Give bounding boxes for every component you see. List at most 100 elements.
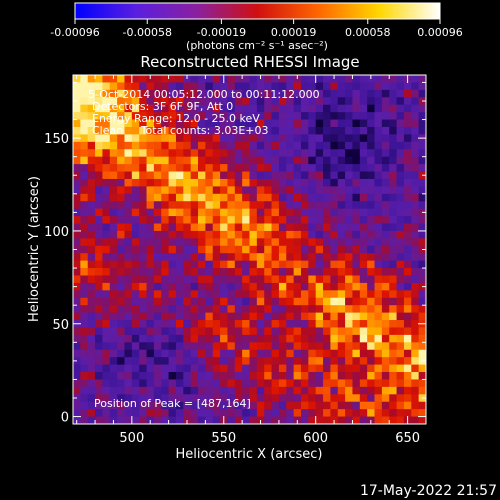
heatmap-pixel [124, 112, 133, 120]
heatmap-pixel [117, 305, 125, 314]
heatmap-pixel [168, 171, 177, 180]
heatmap-pixel [117, 97, 125, 106]
heatmap-pixel [131, 282, 140, 291]
heatmap-pixel [271, 134, 280, 143]
heatmap-pixel [139, 372, 147, 380]
heatmap-pixel [242, 186, 250, 195]
heatmap-pixel [168, 119, 177, 128]
heatmap-pixel [271, 297, 280, 306]
heatmap-pixel [359, 178, 368, 187]
heatmap-pixel [87, 112, 96, 120]
heatmap-pixel [139, 320, 147, 328]
heatmap-pixel [117, 193, 125, 202]
heatmap-pixel [278, 223, 287, 232]
heatmap-pixel [300, 238, 309, 247]
heatmap-pixel [190, 119, 199, 128]
heatmap-pixel [308, 104, 317, 113]
heatmap-pixel [190, 186, 199, 195]
heatmap-pixel [234, 245, 243, 254]
heatmap-pixel [139, 156, 147, 165]
heatmap-pixel [278, 372, 287, 380]
heatmap-pixel [323, 82, 331, 91]
heatmap-pixel [249, 149, 258, 158]
heatmap-pixel [352, 164, 361, 172]
heatmap-pixel [220, 119, 228, 128]
heatmap-pixel [198, 208, 206, 217]
heatmap-pixel [198, 201, 206, 210]
heatmap-pixel [352, 260, 361, 269]
heatmap-pixel [146, 364, 155, 373]
heatmap-pixel [168, 357, 177, 365]
heatmap-pixel [300, 357, 309, 365]
heatmap-pixel [175, 282, 184, 291]
heatmap-pixel [411, 327, 420, 336]
heatmap-pixel [227, 201, 236, 210]
heatmap-pixel [264, 89, 272, 98]
heatmap-pixel [117, 364, 125, 373]
heatmap-pixel [381, 141, 390, 150]
heatmap-pixel [278, 282, 287, 291]
heatmap-pixel [256, 230, 265, 239]
heatmap-pixel [227, 386, 236, 395]
heatmap-pixel [242, 164, 250, 172]
heatmap-pixel [234, 156, 243, 165]
heatmap-pixel [403, 312, 412, 321]
heatmap-pixel [359, 364, 368, 373]
heatmap-pixel [396, 171, 405, 180]
heatmap-pixel [139, 178, 147, 187]
heatmap-pixel [212, 82, 221, 91]
heatmap-pixel [95, 394, 103, 403]
heatmap-pixel [367, 134, 375, 143]
heatmap-pixel [212, 416, 221, 424]
axis-ticks [73, 75, 427, 424]
heatmap-pixel [352, 186, 361, 195]
heatmap-pixel [374, 290, 383, 299]
heatmap-pixel [293, 297, 302, 306]
heatmap-pixel [367, 112, 375, 120]
heatmap-pixel [323, 119, 331, 128]
heatmap-pixel [396, 149, 405, 158]
heatmap-pixel [95, 349, 103, 358]
heatmap-pixel [161, 327, 169, 336]
heatmap-pixel [374, 134, 383, 143]
heatmap-pixel [411, 372, 420, 380]
heatmap-pixel [315, 275, 324, 284]
heatmap-pixel [73, 82, 81, 91]
heatmap-pixel [352, 238, 361, 247]
heatmap-pixel [374, 312, 383, 321]
heatmap-pixel [374, 416, 383, 424]
heatmap-pixel [300, 97, 309, 106]
heatmap-pixel [256, 372, 265, 380]
heatmap-pixel [153, 282, 162, 291]
heatmap-pixel [80, 223, 89, 232]
heatmap-pixel [359, 334, 368, 343]
heatmap-pixel [330, 327, 339, 336]
heatmap-pixel [249, 364, 258, 373]
heatmap-pixel [95, 372, 103, 380]
heatmap-pixel [359, 156, 368, 165]
heatmap-pixel [345, 208, 353, 217]
heatmap-pixel [124, 282, 133, 291]
heatmap-pixel [190, 386, 199, 395]
heatmap-pixel [198, 290, 206, 299]
heatmap-pixel [227, 282, 236, 291]
heatmap-pixel [352, 97, 361, 106]
heatmap-pixel [220, 305, 228, 314]
heatmap-pixel [109, 260, 118, 269]
heatmap-pixel [73, 216, 81, 224]
heatmap-pixel [139, 164, 147, 172]
heatmap-pixel [403, 171, 412, 180]
heatmap-pixel [256, 394, 265, 403]
heatmap-pixel [256, 223, 265, 232]
heatmap-pixel [227, 245, 236, 254]
heatmap-pixel [234, 178, 243, 187]
heatmap-pixel [337, 268, 346, 276]
heatmap-pixel [146, 260, 155, 269]
heatmap-pixel [117, 409, 125, 417]
heatmap-pixel [293, 282, 302, 291]
heatmap-pixel [73, 238, 81, 247]
heatmap-pixel [300, 178, 309, 187]
heatmap-pixel [102, 334, 111, 343]
heatmap-pixel [124, 230, 133, 239]
heatmap-pixel [153, 253, 162, 262]
